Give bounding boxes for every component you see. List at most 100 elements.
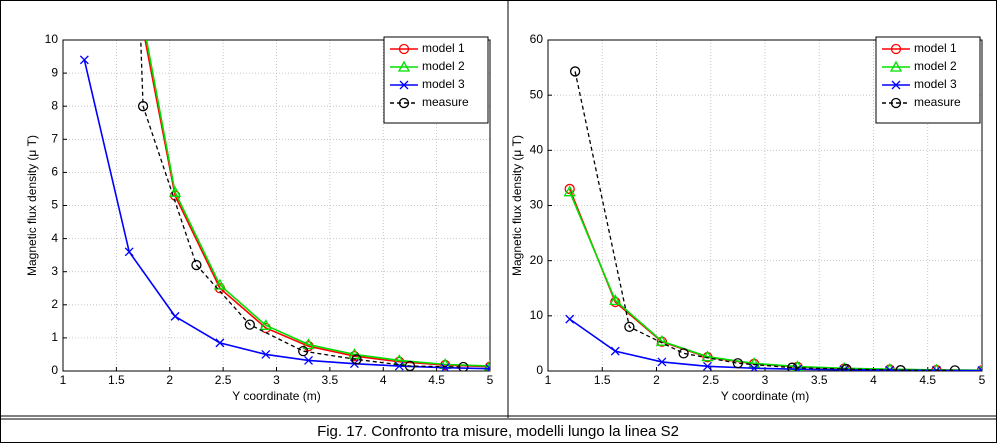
marker <box>977 366 982 371</box>
x-tick-label: 3.5 <box>322 373 339 387</box>
legend-marker <box>398 97 410 109</box>
marker <box>458 361 469 371</box>
marker <box>703 361 712 371</box>
legend-label: model 2 <box>914 59 957 73</box>
series-line <box>145 40 490 367</box>
marker <box>793 364 803 371</box>
legend-marker <box>889 60 903 72</box>
legend-box <box>383 36 489 124</box>
marker <box>701 350 714 362</box>
marker <box>932 363 941 371</box>
y-tick-label: 6 <box>51 165 58 179</box>
marker <box>215 338 225 348</box>
y-axis-label: Magnetic flux density (μ T) <box>25 135 39 276</box>
marker <box>484 361 490 371</box>
marker <box>609 294 622 306</box>
marker <box>732 358 744 369</box>
x-tick-label: 2.5 <box>702 373 719 387</box>
marker <box>786 362 798 371</box>
legend-label: model 1 <box>914 41 957 55</box>
y-tick-label: 5 <box>51 198 58 212</box>
x-tick-label: 2 <box>166 373 173 387</box>
marker <box>79 55 89 65</box>
x-tick-label: 5 <box>487 373 494 387</box>
marker <box>393 354 406 366</box>
marker <box>569 66 581 77</box>
legend-label: model 2 <box>422 59 465 73</box>
marker <box>302 338 315 350</box>
x-tick-label: 3.5 <box>811 373 828 387</box>
marker <box>404 360 416 371</box>
marker <box>749 363 759 371</box>
axes-box <box>62 39 491 372</box>
marker <box>657 357 667 367</box>
x-tick-label: 4.5 <box>428 373 445 387</box>
x-tick-label: 3 <box>762 373 769 387</box>
y-tick-label: 0 <box>536 363 543 377</box>
marker <box>304 355 313 365</box>
legend-box <box>875 36 981 124</box>
marker <box>895 365 906 371</box>
marker <box>351 354 362 365</box>
series-line <box>144 40 490 368</box>
marker <box>839 365 849 371</box>
y-tick-label: 9 <box>51 65 58 79</box>
x-tick-label: 4 <box>870 373 877 387</box>
y-axis-label: Magnetic flux density (μ T) <box>510 135 524 276</box>
x-tick-label: 5 <box>979 373 986 387</box>
marker <box>978 363 982 371</box>
marker <box>170 311 180 321</box>
marker <box>261 349 271 359</box>
y-tick-label: 50 <box>530 87 544 101</box>
legend-marker <box>398 43 410 55</box>
y-tick-label: 20 <box>530 253 544 267</box>
legend-label: model 3 <box>914 77 957 91</box>
legend-marker <box>890 97 902 109</box>
series-line <box>140 40 464 368</box>
y-tick-label: 8 <box>51 98 58 112</box>
series-group <box>563 66 982 371</box>
legend-label: measure <box>422 95 469 109</box>
y-tick-label: 7 <box>51 131 58 145</box>
y-tick-label: 60 <box>530 32 544 46</box>
axes-box <box>547 39 983 372</box>
legend-label: model 1 <box>422 41 465 55</box>
series-line <box>569 318 982 371</box>
x-tick-label: 3 <box>273 373 280 387</box>
marker <box>655 334 669 346</box>
x-tick-label: 4.5 <box>919 373 936 387</box>
x-tick-label: 4 <box>380 373 387 387</box>
y-tick-label: 4 <box>51 231 58 245</box>
y-tick-label: 1 <box>51 330 58 344</box>
marker <box>440 363 450 371</box>
x-tick-label: 1.5 <box>108 373 125 387</box>
x-tick-label: 2.5 <box>215 373 232 387</box>
caption: Fig. 17. Confronto tra misure, modelli l… <box>317 423 679 440</box>
marker <box>565 314 575 324</box>
marker <box>610 296 621 308</box>
y-tick-label: 30 <box>530 198 544 212</box>
marker <box>259 318 272 330</box>
y-tick-label: 10 <box>45 32 59 46</box>
x-tick-label: 1.5 <box>594 373 611 387</box>
x-axis-label: Y coordinate (m) <box>232 389 320 403</box>
legend-label: model 3 <box>422 77 465 91</box>
legend-marker <box>399 80 409 90</box>
marker <box>610 346 620 356</box>
marker <box>394 361 404 371</box>
series-group <box>79 40 490 371</box>
x-tick-label: 1 <box>60 373 67 387</box>
marker <box>678 348 689 359</box>
marker <box>624 321 635 333</box>
marker <box>563 185 576 197</box>
y-tick-label: 10 <box>530 308 544 322</box>
y-tick-label: 2 <box>51 297 58 311</box>
marker <box>485 364 490 371</box>
marker <box>191 259 202 271</box>
marker <box>137 101 149 112</box>
x-axis-label: Y coordinate (m) <box>721 389 809 403</box>
legend-label: measure <box>914 95 961 109</box>
legend-marker <box>397 60 411 72</box>
